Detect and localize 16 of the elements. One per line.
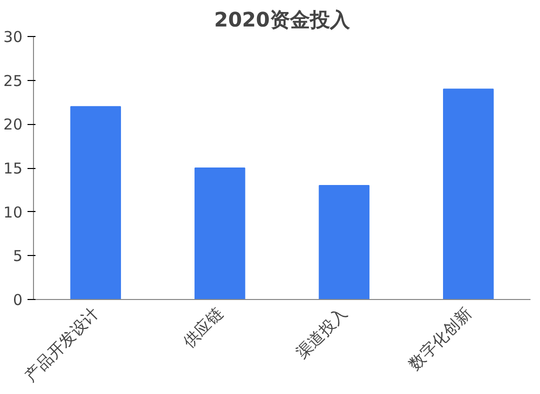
x-tick-label: 数字化创新 (405, 304, 476, 374)
bar (318, 185, 370, 300)
y-tick-label: 20 (3, 116, 23, 134)
bar (70, 106, 121, 300)
x-tick-label: 供应链 (179, 304, 227, 352)
y-tick-label: 15 (3, 160, 23, 178)
y-tick-label: 0 (12, 291, 23, 309)
bar (194, 168, 246, 300)
x-tick-label: 产品开发设计 (21, 304, 102, 386)
chart-title: 2020资金投入 (214, 8, 351, 32)
y-tick-label: 25 (3, 72, 23, 90)
y-tick-label: 5 (12, 247, 23, 266)
bar (443, 88, 494, 300)
y-tick-label: 30 (3, 28, 23, 46)
y-tick-label: 10 (3, 203, 23, 222)
x-tick-label: 渠道投入 (292, 304, 351, 362)
